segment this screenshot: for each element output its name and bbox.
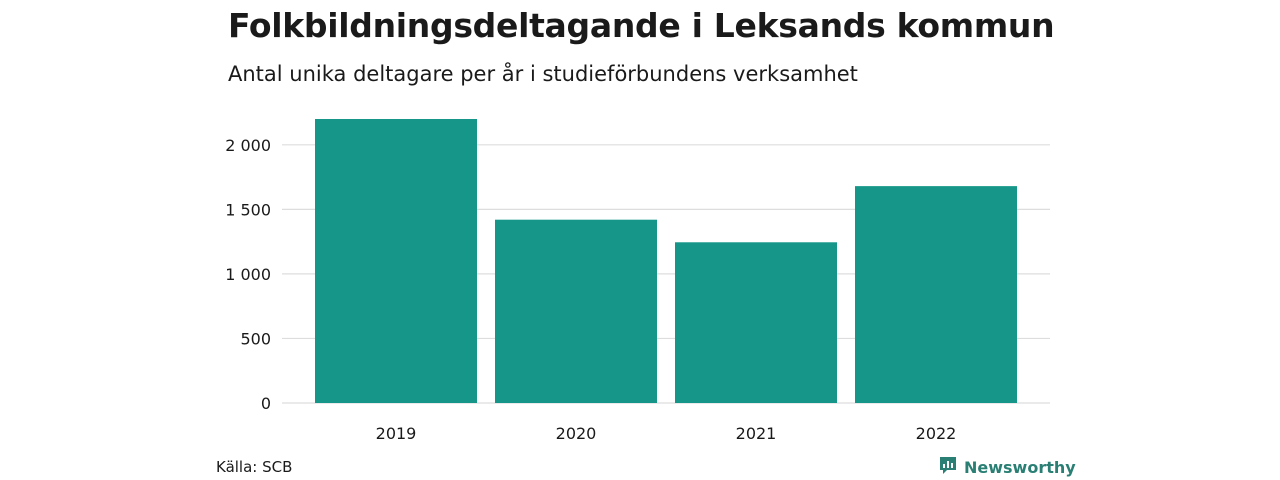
chart-subtitle: Antal unika deltagare per år i studieför… [228, 62, 858, 86]
y-tick-label: 500 [240, 329, 271, 348]
bar-2022 [855, 186, 1017, 403]
x-tick-label: 2022 [916, 424, 957, 443]
x-tick-label: 2020 [556, 424, 597, 443]
brand-name: Newsworthy [964, 457, 1076, 477]
x-tick-label: 2021 [736, 424, 777, 443]
brand: Newsworthy [938, 455, 1076, 479]
y-tick-label: 1 500 [225, 200, 271, 219]
bar-2020 [495, 219, 657, 403]
x-axis-ticks: 2019 2020 2021 2022 [376, 424, 957, 443]
chart-title: Folkbildningsdeltagande i Leksands kommu… [228, 6, 1055, 45]
bar-2019 [315, 119, 477, 403]
y-tick-label: 2 000 [225, 136, 271, 155]
bars [315, 119, 1017, 403]
y-tick-label: 0 [261, 394, 271, 413]
y-tick-label: 1 000 [225, 265, 271, 284]
source-note: Källa: SCB [216, 458, 293, 476]
y-axis-ticks: 0 500 1 000 1 500 2 000 [225, 136, 271, 413]
x-tick-label: 2019 [376, 424, 417, 443]
newsworthy-logo-icon [938, 455, 958, 479]
bar-2021 [675, 242, 837, 403]
